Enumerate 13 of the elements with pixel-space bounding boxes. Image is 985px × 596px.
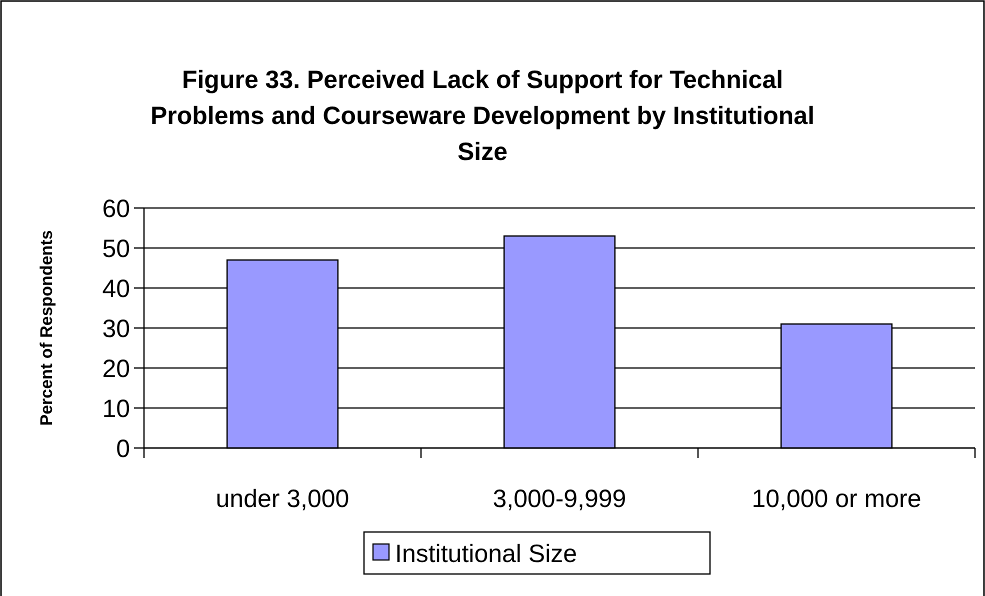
y-tick-label: 10: [102, 394, 130, 423]
y-axis-title: Percent of Respondents: [37, 230, 56, 426]
chart-title: Figure 33. Perceived Lack of Support for Technical Problems and Courseware Development by Institutional Size: [150, 66, 815, 166]
x-tick-label: 3,000-9,999: [492, 485, 626, 513]
y-tick-label: 60: [102, 194, 130, 223]
y-tick-label: 0: [116, 434, 130, 463]
y-tick-label: 20: [102, 354, 130, 383]
y-tick-label: 30: [102, 314, 130, 343]
y-tick-label: 40: [102, 274, 130, 303]
y-tick-label: 50: [102, 234, 130, 263]
x-tick-label: under 3,000: [216, 485, 350, 513]
legend-label: Institutional Size: [395, 540, 578, 568]
x-tick-label: 10,000 or more: [752, 485, 922, 513]
